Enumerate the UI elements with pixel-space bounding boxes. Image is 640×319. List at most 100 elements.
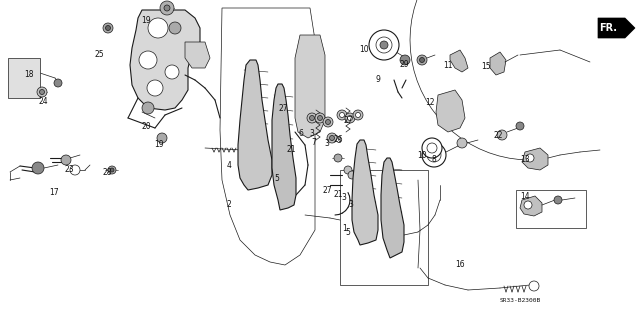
Circle shape: [160, 1, 174, 15]
Polygon shape: [598, 18, 635, 38]
Circle shape: [400, 55, 410, 65]
Text: 5: 5: [345, 228, 350, 237]
Circle shape: [61, 155, 71, 165]
Circle shape: [106, 26, 111, 31]
Circle shape: [240, 147, 246, 153]
Text: 3: 3: [310, 130, 315, 138]
Text: 6: 6: [298, 130, 303, 138]
Circle shape: [419, 57, 424, 63]
Text: 22: 22: [493, 131, 502, 140]
Circle shape: [497, 130, 507, 140]
Circle shape: [330, 136, 335, 140]
Polygon shape: [381, 158, 404, 258]
Circle shape: [315, 113, 325, 123]
Circle shape: [148, 18, 168, 38]
Circle shape: [348, 115, 353, 121]
Circle shape: [554, 196, 562, 204]
Polygon shape: [490, 52, 506, 75]
Circle shape: [457, 138, 467, 148]
Text: 19: 19: [154, 140, 164, 149]
Text: 7: 7: [311, 138, 316, 147]
Circle shape: [110, 168, 114, 172]
Text: 28: 28: [103, 168, 112, 177]
Circle shape: [70, 165, 80, 175]
Circle shape: [422, 138, 442, 158]
Polygon shape: [436, 90, 465, 132]
Circle shape: [353, 110, 363, 120]
Circle shape: [345, 113, 355, 123]
Bar: [340, 170, 428, 285]
Text: 12: 12: [426, 98, 435, 107]
Circle shape: [524, 201, 532, 209]
Circle shape: [32, 162, 44, 174]
Text: 27: 27: [344, 116, 354, 125]
Circle shape: [323, 117, 333, 127]
Text: 3: 3: [348, 200, 353, 209]
Circle shape: [529, 281, 539, 291]
Circle shape: [380, 41, 388, 49]
Bar: [516, 190, 586, 228]
Text: 5: 5: [274, 174, 279, 183]
Text: 2: 2: [227, 200, 232, 209]
Circle shape: [327, 133, 337, 143]
Polygon shape: [220, 8, 315, 265]
Bar: [8, 58, 40, 98]
Circle shape: [516, 122, 524, 130]
Circle shape: [108, 166, 116, 174]
Circle shape: [376, 37, 392, 53]
Text: 18: 18: [24, 70, 33, 78]
Text: 1: 1: [342, 224, 347, 233]
Text: 21: 21: [287, 145, 296, 154]
Circle shape: [165, 65, 179, 79]
Circle shape: [147, 80, 163, 96]
Text: 21: 21: [333, 190, 342, 199]
Circle shape: [369, 30, 399, 60]
Polygon shape: [450, 50, 468, 72]
Polygon shape: [130, 10, 200, 110]
Circle shape: [526, 154, 534, 162]
Circle shape: [310, 115, 314, 121]
Text: 8: 8: [431, 155, 436, 164]
Text: 25: 25: [94, 50, 104, 59]
Text: 10: 10: [417, 151, 428, 160]
Circle shape: [427, 148, 441, 162]
Circle shape: [103, 23, 113, 33]
Text: 15: 15: [481, 63, 492, 71]
Polygon shape: [185, 42, 210, 68]
Circle shape: [427, 143, 437, 153]
Polygon shape: [522, 148, 548, 170]
Text: 13: 13: [520, 155, 530, 164]
Text: 3: 3: [337, 136, 342, 145]
Polygon shape: [295, 35, 325, 138]
Circle shape: [54, 79, 62, 87]
Text: 19: 19: [141, 16, 151, 25]
Text: 16: 16: [454, 260, 465, 269]
Circle shape: [40, 90, 45, 94]
Polygon shape: [520, 196, 542, 216]
Circle shape: [317, 115, 323, 121]
Circle shape: [339, 113, 344, 117]
Circle shape: [157, 133, 167, 143]
Circle shape: [142, 102, 154, 114]
Circle shape: [139, 51, 157, 69]
Circle shape: [355, 113, 360, 117]
Text: 14: 14: [520, 192, 530, 201]
Text: 3: 3: [324, 139, 329, 148]
Circle shape: [348, 171, 356, 179]
Circle shape: [417, 55, 427, 65]
Polygon shape: [352, 140, 378, 245]
Circle shape: [422, 143, 446, 167]
Text: 23: 23: [64, 165, 74, 174]
Text: 9: 9: [375, 75, 380, 84]
Text: 17: 17: [49, 189, 60, 197]
Text: 27: 27: [278, 104, 288, 113]
Circle shape: [169, 22, 181, 34]
Text: 10: 10: [358, 45, 369, 54]
Circle shape: [307, 113, 317, 123]
Circle shape: [326, 120, 330, 124]
Text: 26: 26: [333, 135, 343, 144]
Text: 4: 4: [227, 161, 232, 170]
Circle shape: [344, 166, 352, 174]
Text: 27: 27: [323, 186, 333, 195]
Polygon shape: [238, 60, 272, 190]
